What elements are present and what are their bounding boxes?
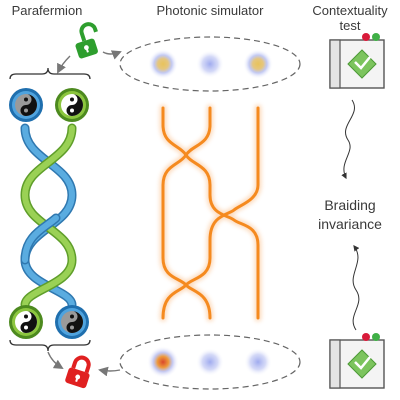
contextuality-test-title: Contextuality test bbox=[302, 3, 398, 33]
contextuality-box-icon-bottom bbox=[329, 333, 385, 389]
bottom-lock-arrow bbox=[47, 351, 64, 370]
anyon-bottom-left bbox=[9, 305, 43, 339]
contextuality-title-line2: test bbox=[339, 18, 361, 33]
bottom-spot-3 bbox=[244, 348, 272, 376]
bottom-bracket bbox=[9, 339, 91, 352]
output-state-ellipse bbox=[119, 334, 301, 390]
parafermion-braid bbox=[9, 67, 91, 352]
unlocked-padlock-icon bbox=[75, 22, 98, 59]
contextuality-title-line1: Contextuality bbox=[312, 3, 388, 18]
contextuality-box-icon-top bbox=[329, 33, 385, 89]
top-wavy-arrow bbox=[341, 99, 355, 180]
anyon-top-right bbox=[55, 88, 89, 122]
braiding-invariance-label: Braiding invariance bbox=[305, 196, 395, 234]
anyon-top-left bbox=[9, 88, 43, 122]
photonic-simulator-title: Photonic simulator bbox=[156, 3, 264, 18]
parafermion-title: Parafermion bbox=[11, 3, 83, 18]
top-bracket bbox=[9, 67, 91, 80]
waveguide-3 bbox=[161, 106, 260, 320]
waveguide-network bbox=[159, 104, 262, 322]
yin-yang-icon bbox=[61, 311, 83, 333]
bottom-spot-1 bbox=[147, 346, 179, 378]
locked-padlock-icon bbox=[65, 355, 91, 389]
waveguide-1 bbox=[161, 106, 260, 320]
top-spot-1 bbox=[148, 49, 178, 79]
bottom-arrow bbox=[98, 366, 121, 377]
photonic-simulator bbox=[119, 36, 301, 390]
braiding-label-line1: Braiding bbox=[324, 197, 376, 213]
top-lock-arrow bbox=[57, 55, 71, 74]
yin-yang-icon bbox=[15, 94, 37, 116]
anyon-bottom-right bbox=[55, 305, 89, 339]
bottom-spot-2 bbox=[196, 348, 224, 376]
yin-yang-icon bbox=[61, 94, 83, 116]
top-arrow bbox=[102, 50, 122, 60]
yin-yang-icon bbox=[15, 311, 37, 333]
top-spot-2 bbox=[196, 50, 224, 78]
waveguide-2 bbox=[161, 106, 212, 320]
braiding-label-line2: invariance bbox=[318, 216, 382, 232]
bottom-wavy-arrow bbox=[352, 245, 360, 331]
top-spot-3 bbox=[243, 49, 273, 79]
input-state-ellipse bbox=[119, 36, 301, 92]
